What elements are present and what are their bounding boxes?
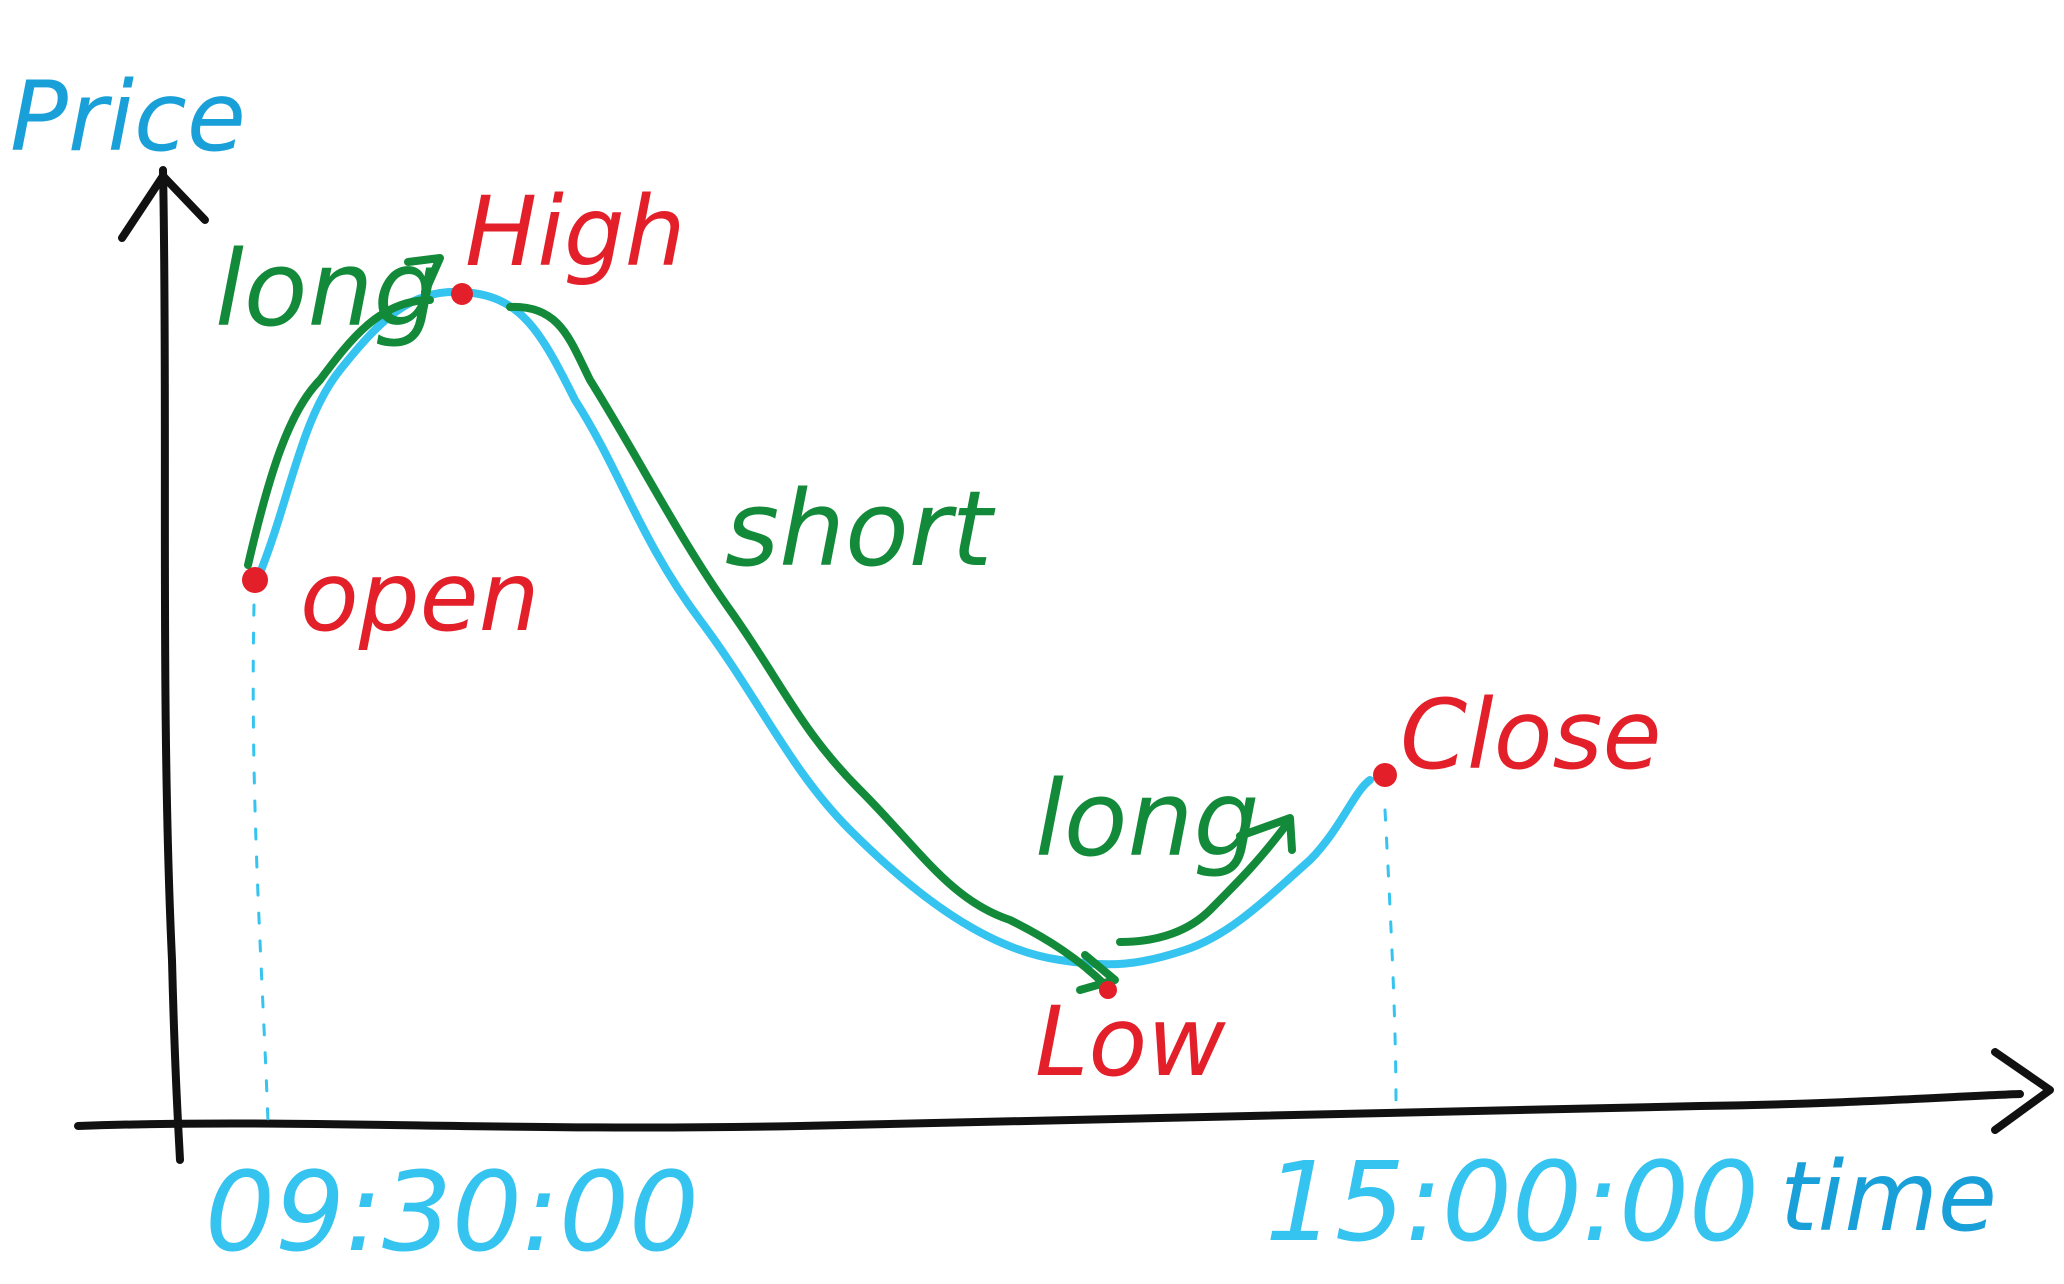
guide-lines: [251, 603, 1398, 1124]
long-trade-1-label: long: [215, 228, 439, 350]
close-label: Close: [1400, 679, 1662, 791]
y-axis-arrowhead: [118, 172, 209, 242]
axes: [74, 166, 2054, 1164]
x-axis-line: [74, 1090, 2024, 1132]
short-trade-path: [506, 302, 1109, 989]
x-axis-arrowhead: [1991, 1048, 2054, 1134]
close-guide-line: [1383, 808, 1398, 1108]
open-guide-line: [251, 603, 270, 1124]
key-points: [242, 283, 1397, 999]
y-axis-line: [159, 166, 184, 1164]
long-trade-1-arrowhead: [404, 254, 444, 296]
x-axis-label: time: [1780, 1141, 1997, 1253]
high-point: [451, 283, 473, 305]
high-label: High: [465, 176, 686, 288]
long-trade-2-path: [1116, 816, 1294, 946]
close-point: [1373, 763, 1397, 787]
start-time-label: 09:30:00: [205, 1148, 699, 1276]
long-trade-2-label: long: [1035, 758, 1259, 880]
open-point: [242, 567, 268, 593]
short-trade-arrowhead: [1076, 951, 1119, 994]
end-time-label: 15:00:00: [1265, 1138, 1759, 1266]
y-axis-label: Price: [10, 61, 246, 173]
low-point: [1099, 981, 1117, 999]
long-trade-1-path: [244, 296, 434, 569]
low-label: Low: [1035, 986, 1226, 1098]
trade-paths: [244, 254, 1296, 994]
open-label: open: [300, 541, 540, 653]
price-curve: [254, 287, 1374, 969]
short-trade-label: short: [725, 468, 995, 590]
long-trade-2-arrowhead: [1236, 814, 1296, 854]
